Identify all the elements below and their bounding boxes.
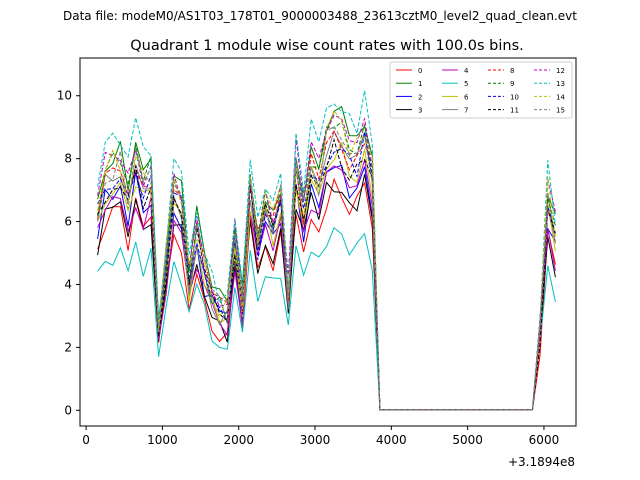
y-tick-label: 10 [57, 89, 72, 103]
y-tick-label: 0 [64, 403, 72, 417]
legend-label-11: 11 [510, 107, 519, 115]
suptitle: Data file: modeM0/AS1T03_178T01_90000034… [63, 9, 577, 23]
legend-label-13: 13 [556, 80, 565, 88]
series-line-11 [97, 137, 556, 411]
legend-label-0: 0 [418, 67, 422, 75]
y-axis: 0 2 4 6 8 10 [57, 89, 80, 417]
legend-label-7: 7 [464, 107, 468, 115]
series-line-14 [97, 109, 556, 411]
x-tick-label: 1000 [147, 433, 178, 447]
chart-title: Quadrant 1 module wise count rates with … [130, 38, 524, 54]
legend-label-3: 3 [418, 107, 422, 115]
x-tick-label: 6000 [529, 433, 560, 447]
y-tick-label: 6 [64, 215, 72, 229]
legend-label-9: 9 [510, 80, 514, 88]
series-line-15 [97, 125, 556, 411]
series-layer [97, 90, 556, 411]
y-tick-label: 2 [64, 340, 72, 354]
legend-label-4: 4 [464, 67, 469, 75]
legend-label-15: 15 [556, 107, 565, 115]
x-tick-label: 4000 [376, 433, 407, 447]
x-tick-label: 3000 [300, 433, 331, 447]
legend-label-1: 1 [418, 80, 422, 88]
x-tick-label: 5000 [452, 433, 483, 447]
series-line-9 [97, 120, 556, 411]
legend-label-12: 12 [556, 67, 565, 75]
series-line-13 [97, 90, 556, 410]
legend-label-8: 8 [510, 67, 514, 75]
y-tick-label: 8 [64, 152, 72, 166]
legend-label-2: 2 [418, 93, 422, 101]
legend-label-6: 6 [464, 93, 469, 101]
x-offset-label: +3.1894e8 [508, 455, 575, 469]
x-axis: 0 1000 2000 3000 4000 5000 6000 [82, 426, 559, 447]
legend-frame [389, 61, 573, 119]
y-tick-label: 4 [64, 277, 72, 291]
x-tick-label: 0 [82, 433, 90, 447]
axes-frame [79, 57, 577, 427]
legend-label-5: 5 [464, 80, 468, 88]
legend-label-14: 14 [556, 93, 565, 101]
x-tick-label: 2000 [223, 433, 254, 447]
plot-area [79, 57, 577, 427]
legend-label-10: 10 [510, 93, 519, 101]
